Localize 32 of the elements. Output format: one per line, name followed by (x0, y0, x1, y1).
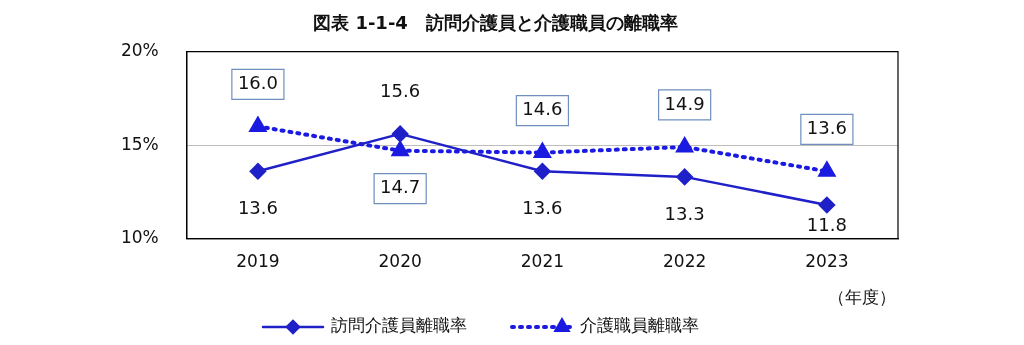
point (249, 117, 266, 132)
x-tick-label: 2020 (378, 251, 422, 272)
x-tick-label: 2021 (520, 251, 565, 272)
data-label: 14.7 (380, 176, 421, 198)
data-label: 13.6 (522, 196, 563, 218)
point (534, 163, 551, 180)
point (676, 168, 693, 186)
x-tick-label: 2019 (236, 251, 280, 272)
y-tick-label: 10% (120, 227, 159, 248)
point (818, 196, 836, 214)
x-tick-label: 2023 (805, 251, 849, 272)
data-label: 14.6 (522, 98, 563, 120)
data-label: 13.6 (806, 116, 847, 138)
data-label: 14.9 (664, 92, 705, 114)
x-tick-label: 2022 (663, 251, 707, 272)
data-label: 13.3 (664, 202, 705, 224)
y-tick-label: 15% (120, 133, 159, 154)
legend-label: 介護職員離職率 (580, 315, 699, 336)
data-label: 11.8 (806, 214, 847, 236)
point (533, 141, 552, 159)
data-label: 13.6 (237, 196, 278, 218)
point (676, 137, 693, 153)
data-label: 16.0 (237, 72, 278, 94)
legend-label: 訪問介護員離職率 (331, 315, 467, 336)
point (392, 141, 409, 157)
y-tick-label: 20% (120, 40, 159, 61)
point (818, 162, 835, 177)
chart-title: 図表 1-1-4 訪問介護員と介護職員の離職率 (313, 12, 678, 34)
data-label: 15.6 (380, 79, 421, 101)
x-axis-title: （年度） (828, 287, 896, 308)
point (249, 163, 267, 180)
point (391, 125, 409, 143)
